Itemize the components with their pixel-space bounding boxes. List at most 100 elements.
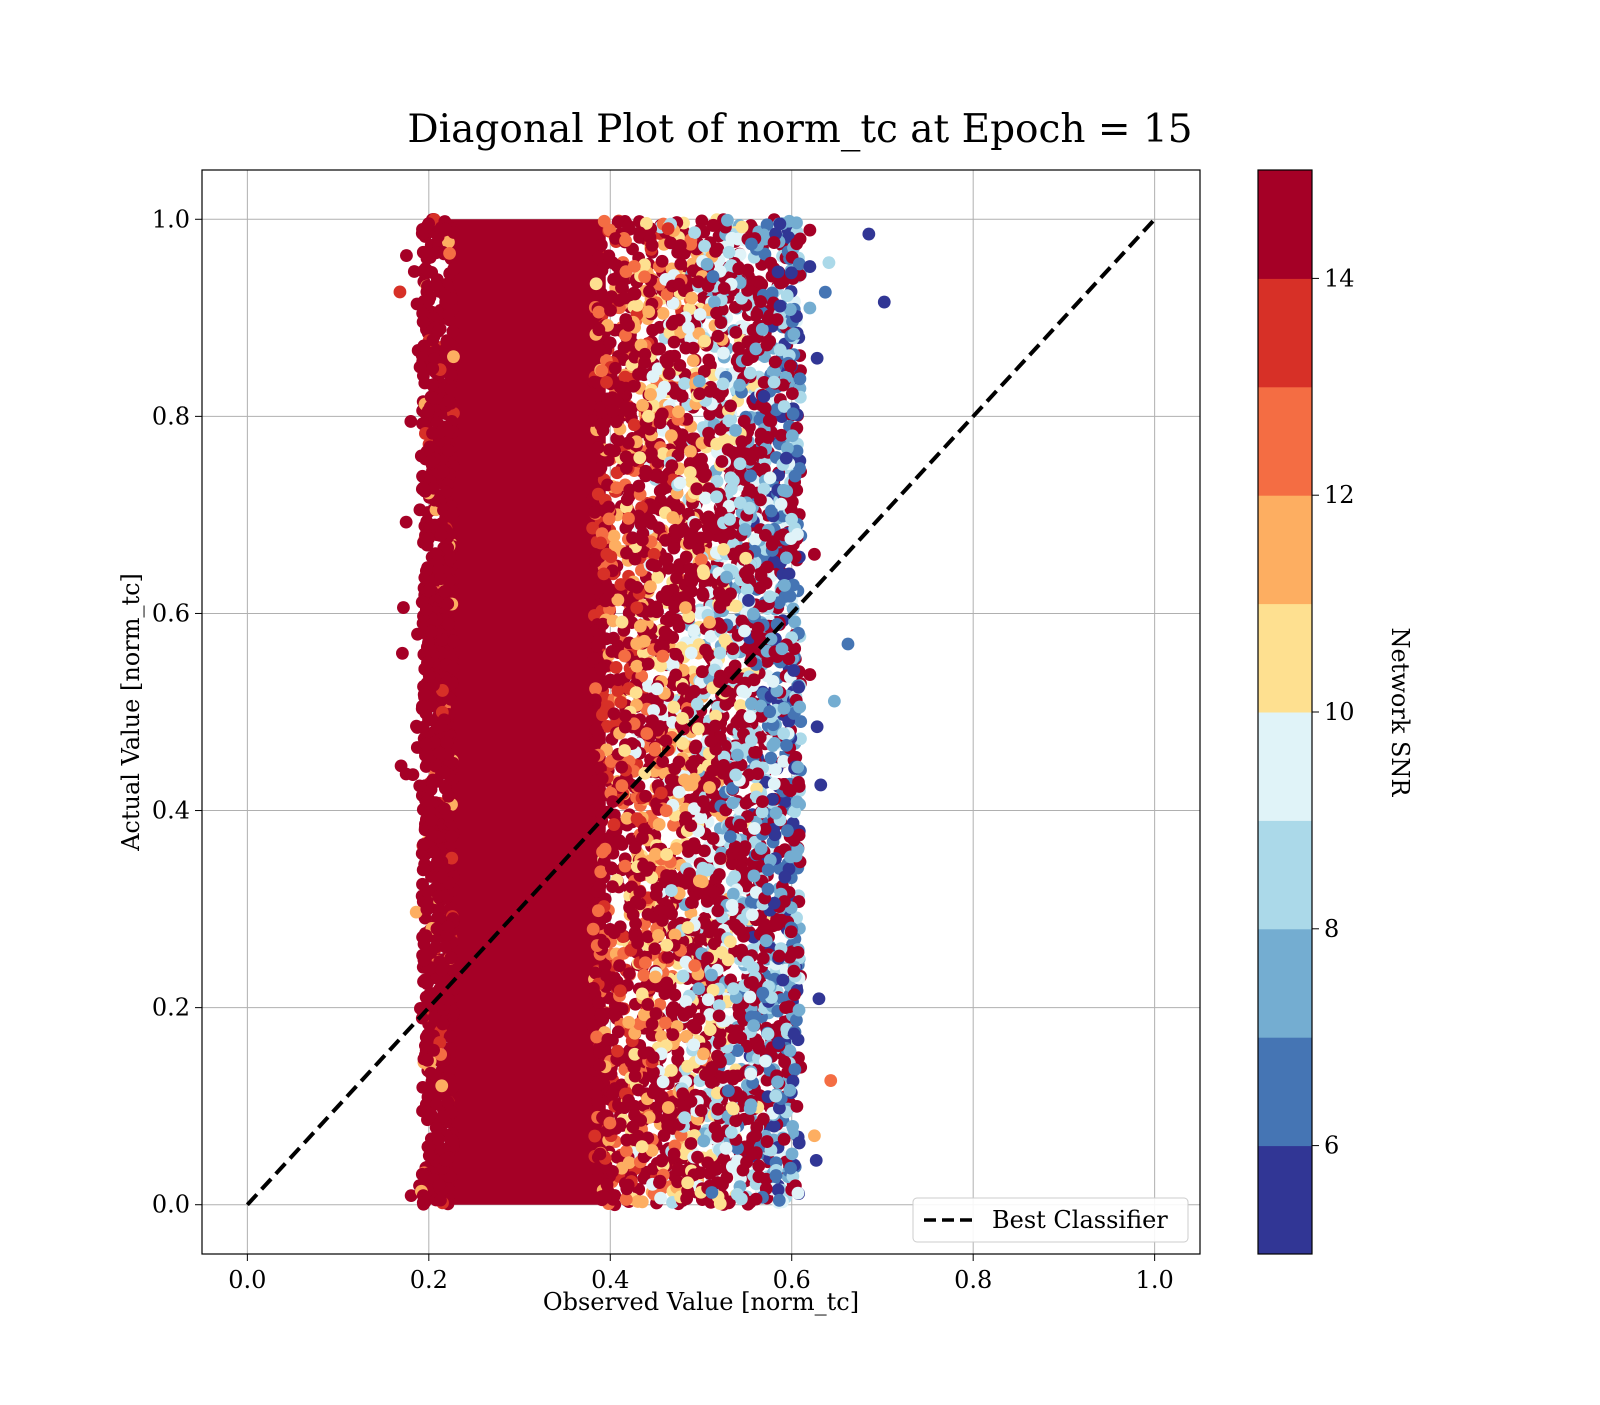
scatter-point (613, 834, 626, 847)
scatter-point (619, 709, 632, 722)
scatter-point (408, 265, 421, 278)
scatter-point (724, 935, 737, 948)
scatter-point (676, 390, 689, 403)
scatter-point (743, 991, 756, 1004)
scatter-point (598, 215, 611, 228)
scatter-point (698, 335, 711, 348)
scatter-point (729, 1115, 742, 1128)
scatter-point (594, 880, 607, 893)
scatter-point (422, 532, 435, 545)
scatter-point (751, 308, 764, 321)
scatter-point (425, 1108, 438, 1121)
scatter-point (666, 511, 679, 524)
scatter-point (703, 781, 716, 794)
scatter-point (442, 618, 455, 631)
scatter-point (720, 1142, 733, 1155)
scatter-point (646, 239, 659, 252)
scatter-point (715, 621, 728, 634)
scatter-point (446, 325, 459, 338)
scatter-point (701, 258, 714, 271)
scatter-point (622, 512, 635, 525)
scatter-point (713, 868, 726, 881)
scatter-point (685, 759, 698, 772)
scatter-point (775, 498, 788, 511)
scatter-point (410, 720, 423, 733)
scatter-point (789, 1063, 802, 1076)
scatter-point (423, 1149, 436, 1162)
scatter-point (717, 347, 730, 360)
scatter-point (712, 330, 725, 343)
scatter-point (745, 734, 758, 747)
scatter-point (422, 294, 435, 307)
scatter-point (773, 1194, 786, 1207)
scatter-point (686, 778, 699, 791)
scatter-point (761, 561, 774, 574)
scatter-point (709, 720, 722, 733)
scatter-point (631, 812, 644, 825)
scatter-point (673, 786, 686, 799)
scatter-point (794, 372, 807, 385)
scatter-point (594, 344, 607, 357)
scatter-point (589, 1174, 602, 1187)
scatter-point (447, 635, 460, 648)
scatter-point (745, 1148, 758, 1161)
scatter-point (695, 1104, 708, 1117)
scatter-point (642, 410, 655, 423)
scatter-point (629, 917, 642, 930)
scatter-point (612, 673, 625, 686)
scatter-point (717, 377, 730, 390)
scatter-point (724, 399, 737, 412)
scatter-point (590, 277, 603, 290)
scatter-point (769, 763, 782, 776)
scatter-point (421, 994, 434, 1007)
scatter-point (669, 524, 682, 537)
scatter-point (769, 1090, 782, 1103)
scatter-point (761, 339, 774, 352)
scatter-point (600, 548, 613, 561)
scatter-point (668, 1148, 681, 1161)
scatter-point (784, 590, 797, 603)
scatter-point (433, 747, 446, 760)
scatter-point (442, 308, 455, 321)
scatter-point (406, 768, 419, 781)
scatter-point (595, 364, 608, 377)
scatter-point (723, 246, 736, 259)
scatter-point (612, 1025, 625, 1038)
scatter-point (441, 1095, 454, 1108)
scatter-point (685, 292, 698, 305)
scatter-point (789, 470, 802, 483)
scatter-point (768, 737, 781, 750)
scatter-point (663, 367, 676, 380)
scatter-point (752, 1170, 765, 1183)
scatter-point (783, 1044, 796, 1057)
scatter-point (710, 490, 723, 503)
scatter-point (736, 221, 749, 234)
scatter-point (628, 418, 641, 431)
scatter-point (786, 429, 799, 442)
scatter-point (420, 738, 433, 751)
scatter-point (778, 1056, 791, 1069)
scatter-point (674, 239, 687, 252)
scatter-point (439, 290, 452, 303)
scatter-point (758, 483, 771, 496)
scatter-point (734, 819, 747, 832)
scatter-point (714, 423, 727, 436)
scatter-point (649, 971, 662, 984)
scatter-point (786, 1120, 799, 1133)
scatter-point (685, 1137, 698, 1150)
scatter-point (665, 429, 678, 442)
scatter-point (606, 1088, 619, 1101)
scatter-point (711, 904, 724, 917)
scatter-point (634, 620, 647, 633)
scatter-point (608, 707, 621, 720)
scatter-point (652, 521, 665, 534)
scatter-point (768, 236, 781, 249)
scatter-point (678, 875, 691, 888)
scatter-point (683, 537, 696, 550)
scatter-point (620, 450, 633, 463)
scatter-point (791, 795, 804, 808)
scatter-point (667, 701, 680, 714)
scatter-point (688, 226, 701, 239)
scatter-point (684, 466, 697, 479)
scatter-point (791, 1100, 804, 1113)
